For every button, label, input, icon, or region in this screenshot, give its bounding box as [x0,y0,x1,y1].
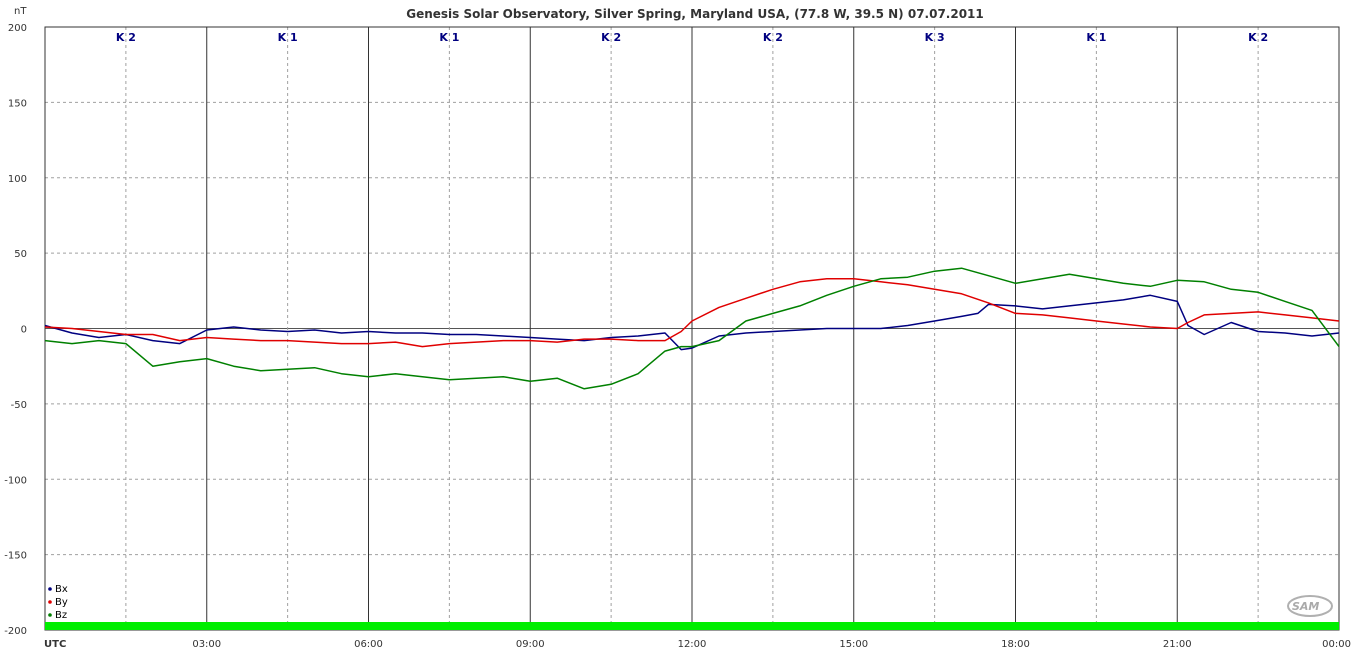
sam-logo: SAM [1287,595,1333,617]
x-tick-label: 06:00 [354,639,383,650]
y-tick-label: 100 [8,174,27,185]
k-index-label: K 2 [1248,31,1268,44]
chart-title: Genesis Solar Observatory, Silver Spring… [406,7,984,21]
y-tick-label: -150 [4,551,27,562]
series-line-by [44,278,1340,348]
data-series [44,267,1340,390]
x-tick-label: 00:00 [1322,639,1351,650]
y-tick-label: 200 [8,23,27,34]
y-axis-unit-label: nT [14,6,27,17]
y-tick-label: -100 [4,475,27,486]
x-tick-label: 03:00 [192,639,221,650]
k-index-label: K 2 [601,31,621,44]
x-tick-label: 18:00 [1001,639,1030,650]
y-tick-label: 50 [14,249,27,260]
x-tick-label: 15:00 [839,639,868,650]
grid [45,27,1339,630]
k-index-label: K 1 [1086,31,1106,44]
legend-label-by: By [55,597,68,608]
legend-label-bz: Bz [55,610,67,621]
k-index-label: K 1 [278,31,298,44]
legend-label-bx: Bx [55,584,68,595]
k-index-label: K 1 [439,31,459,44]
sam-logo-text: SAM [1292,600,1319,613]
x-tick-label: 09:00 [516,639,545,650]
y-tick-label: 0 [21,325,27,336]
y-tick-label: -50 [11,400,27,411]
k-index-label: K 3 [925,31,945,44]
series-line-bx [44,294,1340,351]
k-index-labels: K 2 K 1 K 1 K 2 K 2 K 3 K 1 K 2 [116,31,1268,44]
series-line-bz [44,267,1340,390]
x-tick-label: 21:00 [1163,639,1192,650]
data-coverage-bar [45,622,1339,630]
y-tick-label: -200 [4,626,27,637]
y-tick-label: 150 [8,98,27,109]
legend-marker-by [48,600,52,604]
legend: Bx By Bz [48,584,68,621]
legend-marker-bx [48,587,52,591]
k-index-label: K 2 [763,31,783,44]
x-axis-utc-label: UTC [44,639,66,650]
k-index-label: K 2 [116,31,136,44]
x-tick-label: 12:00 [678,639,707,650]
axes: 200 150 100 50 0 -50 -100 -150 -200 03:00 06:00 09:… [4,23,1351,650]
legend-marker-bz [48,613,52,617]
